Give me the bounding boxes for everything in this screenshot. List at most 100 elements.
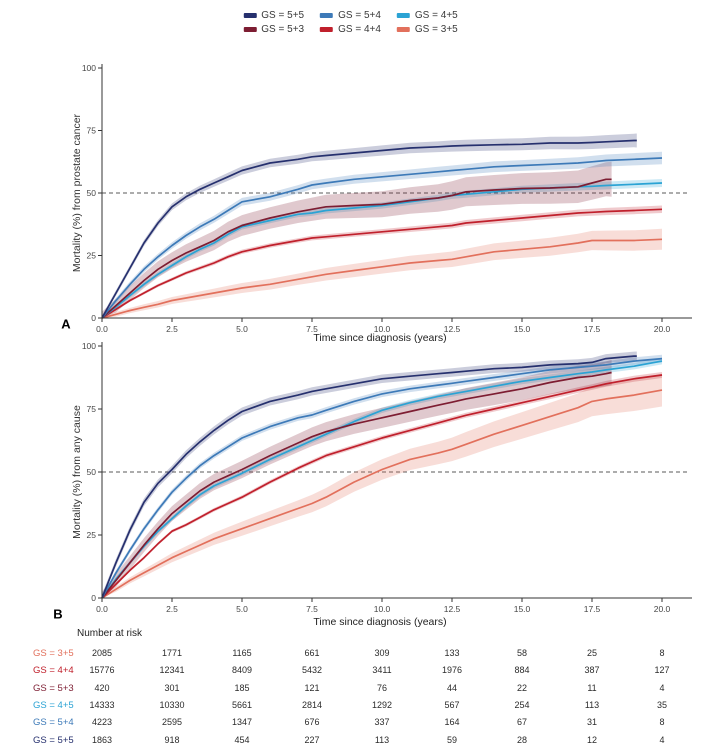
x-tick-label: 7.5	[306, 324, 318, 334]
panel-b-letter: B	[53, 606, 63, 622]
risk-row-label: GS = 5+4	[33, 717, 74, 729]
x-tick-label: 20.0	[654, 324, 671, 334]
curve-gs35	[101, 238, 663, 319]
x-tick-label: 7.5	[306, 604, 318, 614]
legend-item-gs45: GS = 4+5	[396, 10, 458, 21]
risk-value: 1976	[441, 665, 463, 676]
risk-value: 2085	[91, 648, 113, 658]
panel-b-chart: 0 25 50 75 100 0.0 2.5 5.0 7.5 10.0 12.5 15.0 17.5 20…	[82, 341, 692, 614]
curve-gs44	[101, 208, 663, 319]
risk-row-label: GS = 4+5	[33, 699, 74, 711]
panel-b-ylabel: Mortality (%) from any cause	[71, 405, 83, 539]
risk-value: 185	[234, 682, 250, 693]
risk-value: 8	[659, 648, 665, 658]
risk-value: 2595	[161, 717, 183, 728]
legend-row-2: GS = 5+3 GS = 4+4 GS = 3+5	[243, 24, 458, 35]
legend-swatch-icon	[396, 27, 410, 32]
ci-band-gs53	[102, 359, 612, 598]
risk-value: 31	[586, 717, 598, 728]
curve-gs54	[101, 157, 663, 319]
y-tick-label: 0	[91, 593, 96, 603]
x-tick-label: 17.5	[584, 324, 601, 334]
legend-swatch-icon	[396, 13, 410, 18]
ci-band-gs44	[102, 205, 662, 318]
x-tick-label: 12.5	[444, 324, 461, 334]
y-tick-label: 50	[87, 467, 97, 477]
x-tick-label: 20.0	[654, 604, 671, 614]
legend-item-gs53: GS = 5+3	[243, 24, 304, 35]
risk-value: 5661	[231, 699, 253, 710]
ci-band-gs53	[102, 161, 612, 318]
risk-value: 25	[586, 648, 598, 658]
risk-value: 133	[444, 648, 460, 658]
x-tick-label: 5.0	[236, 604, 248, 614]
curve-gs55	[101, 355, 637, 599]
risk-value: 1863	[91, 734, 113, 744]
legend-item-label: GS = 5+5	[261, 10, 305, 21]
risk-value: 4	[659, 682, 665, 693]
risk-value: 35	[656, 699, 668, 710]
legend-item-label: GS = 5+4	[338, 10, 381, 21]
x-tick-label: 17.5	[584, 604, 601, 614]
y-tick-label: 50	[87, 188, 97, 198]
risk-value: 10330	[159, 699, 185, 710]
risk-value: 1347	[231, 717, 253, 728]
legend-item-label: GS = 4+5	[414, 10, 458, 21]
risk-value: 227	[304, 734, 320, 744]
legend-swatch-icon	[320, 13, 334, 18]
legend-item-label: GS = 5+3	[261, 24, 305, 35]
risk-value: 44	[446, 682, 458, 693]
risk-value: 67	[516, 717, 528, 728]
risk-value: 8409	[231, 665, 253, 676]
curve-gs44	[101, 374, 663, 599]
risk-value: 14333	[89, 699, 115, 710]
risk-table-title: Number at risk	[77, 628, 143, 639]
curve-gs45	[101, 360, 663, 599]
risk-value: 59	[446, 734, 458, 744]
risk-value: 567	[444, 699, 460, 710]
risk-row-label: GS = 3+5	[33, 648, 74, 659]
y-tick-label: 100	[82, 341, 96, 351]
risk-value: 301	[164, 682, 180, 693]
risk-value: 58	[516, 648, 528, 658]
risk-value: 884	[514, 665, 530, 676]
risk-value: 2814	[301, 699, 323, 710]
curve-gs53	[101, 178, 612, 319]
risk-value: 15776	[89, 665, 115, 676]
risk-value: 127	[654, 665, 670, 676]
risk-value: 5432	[301, 665, 323, 676]
legend-item-gs44: GS = 4+4	[320, 24, 381, 35]
y-tick-label: 25	[87, 530, 97, 540]
panel-a-xlabel: Time since diagnosis (years)	[313, 332, 447, 344]
x-tick-label: 15.0	[514, 324, 531, 334]
risk-value: 3411	[372, 665, 392, 676]
risk-value: 4223	[91, 717, 113, 728]
legend-item-label: GS = 4+4	[338, 24, 381, 35]
panel-a-letter: A	[61, 316, 71, 332]
x-tick-label: 2.5	[166, 604, 178, 614]
y-tick-label: 0	[91, 313, 96, 323]
x-tick-label: 0.0	[96, 604, 108, 614]
legend: GS = 5+5 GS = 5+4 GS = 4+5 GS = 5+3 GS =…	[243, 10, 458, 35]
risk-value: 454	[234, 734, 250, 744]
risk-value: 28	[516, 734, 528, 744]
x-tick-label: 0.0	[96, 324, 108, 334]
risk-value: 113	[374, 734, 390, 744]
risk-row-label: GS = 4+4	[33, 665, 74, 677]
curve-gs55	[101, 139, 637, 319]
x-tick-label: 15.0	[514, 604, 531, 614]
risk-row-label: GS = 5+3	[33, 682, 74, 694]
panel-a-chart: 0 25 50 75 100 0.0 2.5 5.0 7.5 10.0 12.5 15.0 17.5 20…	[82, 63, 692, 334]
ci-band-gs35	[102, 373, 662, 598]
y-tick-label: 75	[87, 126, 97, 136]
risk-row-label: GS = 5+5	[33, 734, 74, 744]
ci-band-gs55	[102, 351, 637, 598]
risk-value: 164	[444, 717, 460, 728]
risk-value: 8	[659, 717, 665, 728]
panel-b-xlabel: Time since diagnosis (years)	[313, 616, 447, 628]
risk-value: 918	[164, 734, 180, 744]
legend-swatch-icon	[243, 27, 257, 32]
risk-value: 1771	[161, 648, 183, 658]
risk-value: 121	[304, 682, 320, 693]
ci-band-gs35	[102, 228, 662, 318]
